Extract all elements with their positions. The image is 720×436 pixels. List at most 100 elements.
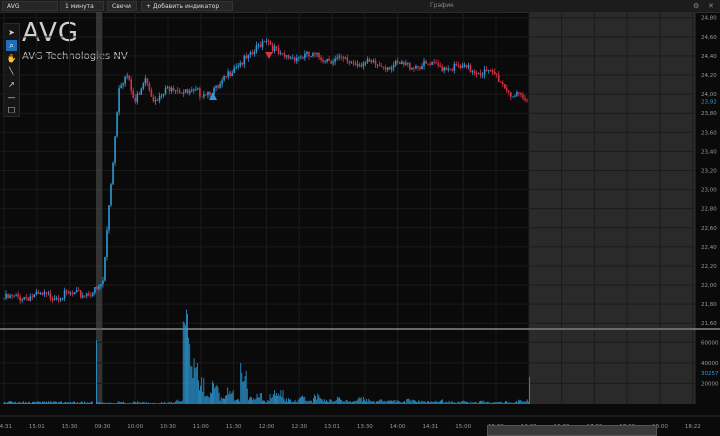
candle-body — [190, 90, 193, 92]
volume-bar — [106, 402, 108, 404]
interval-selector[interactable]: 1 минута — [60, 1, 104, 11]
volume-bar — [10, 401, 11, 404]
candle-body — [508, 90, 510, 93]
volume-bar — [515, 401, 517, 404]
volume-bar — [273, 390, 275, 404]
candle-body — [255, 45, 258, 52]
volume-bar — [30, 403, 31, 404]
volume-bar — [270, 398, 272, 404]
volume-bar — [44, 401, 45, 404]
close-icon[interactable]: ✕ — [708, 2, 714, 10]
volume-bar — [432, 401, 434, 404]
volume-bar — [288, 398, 289, 404]
volume-bar — [278, 393, 280, 404]
volume-bar — [260, 392, 262, 404]
symbol-tab[interactable]: AVG — [2, 1, 58, 11]
candle-body — [302, 56, 304, 59]
add-indicator-button[interactable]: + Добавить индикатор — [141, 1, 233, 11]
volume-bar — [487, 401, 489, 404]
volume-bar — [97, 402, 98, 404]
volume-bar — [310, 400, 312, 404]
volume-bar — [259, 393, 261, 404]
cursor-icon[interactable]: ➤ — [8, 28, 15, 37]
volume-bar — [360, 397, 362, 404]
volume-bar — [508, 401, 510, 404]
volume-bar — [489, 402, 491, 404]
settings-icon[interactable]: ⚙ — [693, 2, 700, 10]
volume-bar — [458, 401, 460, 404]
arrow-icon[interactable]: ↗ — [8, 80, 15, 89]
candle-body — [92, 292, 94, 296]
candle-body — [85, 293, 88, 296]
navigator-scrollbar[interactable] — [487, 425, 657, 436]
candle-body — [473, 71, 476, 74]
volume-bar — [413, 400, 415, 404]
volume-bar — [65, 401, 66, 404]
candle-body — [180, 92, 183, 94]
candle-body — [247, 54, 250, 59]
volume-bar — [449, 402, 451, 404]
candle-body — [461, 66, 464, 68]
candle-body — [55, 297, 58, 299]
volume-bar — [404, 401, 406, 404]
company-name: AVG Technologies NV — [22, 51, 128, 62]
candle-body — [374, 60, 377, 65]
candle-body — [203, 94, 205, 97]
candle-body — [322, 59, 324, 62]
volume-bar — [123, 401, 124, 404]
volume-bar — [283, 399, 285, 404]
volume-bar — [335, 400, 337, 404]
volume-bar — [122, 402, 123, 404]
volume-bar — [246, 388, 248, 404]
volume-bar — [136, 402, 137, 404]
candle-body — [154, 100, 157, 102]
candle-body — [314, 53, 316, 55]
volume-bar — [232, 390, 234, 404]
candle-body — [445, 67, 448, 70]
price-chart[interactable]: 14:31 15:01 15:30 09:30 10:00 10:30 11:00 11:30… — [0, 12, 720, 436]
volume-bar — [461, 401, 463, 404]
volume-bar — [393, 400, 395, 404]
volume-bar — [522, 401, 524, 404]
volume-bar — [443, 402, 445, 404]
zoom-icon[interactable]: ⌕ — [6, 40, 17, 51]
volume-bar — [62, 403, 63, 404]
price-tick-label: 22,80 — [701, 207, 717, 213]
volume-bar — [306, 400, 308, 404]
candle-body — [516, 92, 518, 96]
volume-bar — [150, 403, 152, 404]
candle-body — [102, 280, 104, 285]
volume-bar — [451, 401, 453, 404]
candle-body — [195, 89, 197, 91]
candle-body — [160, 95, 163, 97]
volume-bar — [153, 402, 155, 404]
volume-bar — [85, 402, 86, 404]
candle-body — [398, 62, 401, 65]
volume-bar — [384, 400, 386, 404]
candle-body — [13, 295, 15, 297]
candle-body — [229, 71, 231, 77]
volume-bar — [468, 402, 470, 404]
volume-bar — [211, 393, 212, 404]
candle-body — [47, 292, 50, 294]
volume-bar — [31, 403, 32, 404]
time-tick-label: 10:00 — [127, 424, 143, 430]
volume-bar — [409, 400, 411, 404]
candle-body — [390, 67, 393, 70]
volume-bar — [460, 401, 462, 404]
volume-bar — [71, 402, 72, 404]
price-tick-label: 21,80 — [701, 302, 717, 308]
rectangle-icon[interactable]: □ — [7, 105, 16, 114]
volume-bar — [219, 400, 221, 404]
volume-bar — [228, 394, 230, 404]
candle-body — [386, 67, 389, 70]
line-icon[interactable]: ╲ — [9, 67, 14, 76]
volume-bar — [499, 401, 501, 404]
hand-icon[interactable]: ✋ — [6, 54, 17, 63]
volume-bar — [297, 399, 299, 404]
volume-bar — [264, 400, 266, 404]
horizontal-line-icon[interactable]: — — [7, 93, 16, 102]
candle-body — [148, 83, 151, 91]
candle-body — [477, 73, 480, 74]
chart-type-selector[interactable]: Свечи — [107, 1, 137, 11]
